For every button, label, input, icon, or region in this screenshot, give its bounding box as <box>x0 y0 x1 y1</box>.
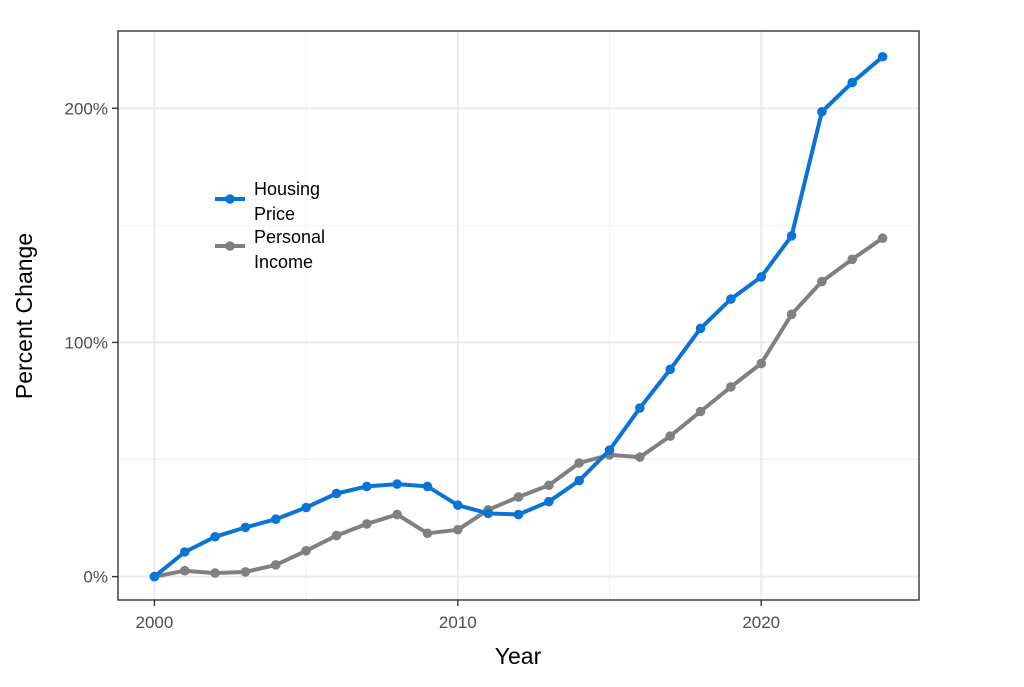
y-tick-label: 0% <box>83 568 108 587</box>
y-tick-label: 200% <box>65 99 108 118</box>
data-point <box>270 560 281 570</box>
data-point <box>817 106 827 117</box>
data-point <box>453 524 463 535</box>
data-point <box>392 509 402 520</box>
data-point <box>422 481 433 492</box>
data-point <box>301 502 311 513</box>
data-point <box>179 547 190 557</box>
legend: Housing Price Personal Income <box>215 179 325 272</box>
data-point <box>574 458 584 468</box>
data-point <box>635 403 645 413</box>
y-axis-title: Percent Change <box>11 233 37 399</box>
legend-label: Income <box>254 252 313 272</box>
series-layer <box>149 51 888 582</box>
data-point <box>301 546 311 556</box>
data-point <box>483 508 493 519</box>
data-point <box>270 514 281 525</box>
data-point <box>665 364 676 375</box>
data-point <box>726 382 736 392</box>
data-point <box>361 519 372 529</box>
y-tick-label: 100% <box>65 333 108 352</box>
data-point <box>544 480 554 491</box>
x-tick-label: 2000 <box>135 613 173 632</box>
data-point <box>726 294 736 304</box>
legend-label: Housing <box>254 179 320 199</box>
legend-label: Personal <box>254 227 325 247</box>
data-point <box>513 492 524 502</box>
data-point <box>240 522 251 533</box>
data-point <box>331 530 342 541</box>
data-point <box>331 488 342 499</box>
data-point <box>635 452 645 462</box>
legend-key-point <box>225 241 235 251</box>
data-point <box>544 496 554 507</box>
data-point <box>453 500 463 510</box>
data-point <box>665 431 676 441</box>
data-point <box>817 276 827 287</box>
x-tick-label: 2010 <box>439 613 477 632</box>
data-point <box>604 445 615 455</box>
data-point <box>847 254 858 265</box>
legend-label: Price <box>254 204 295 224</box>
axes: 2000 2010 2020 0% 100% 200% <box>65 99 781 632</box>
data-point <box>695 406 706 417</box>
data-point <box>179 565 190 576</box>
data-point <box>392 479 402 489</box>
data-point <box>149 571 160 582</box>
data-point <box>756 358 767 369</box>
data-point <box>513 509 524 520</box>
data-point <box>756 272 767 282</box>
data-point <box>361 481 372 492</box>
data-point <box>786 309 797 320</box>
data-point <box>877 51 888 62</box>
plot-border <box>117 30 920 601</box>
data-point <box>422 528 433 539</box>
data-point <box>695 323 706 334</box>
data-point <box>574 475 584 486</box>
data-point <box>210 568 220 578</box>
data-point <box>786 231 797 241</box>
legend-key-point <box>225 194 235 204</box>
data-point <box>847 77 858 88</box>
data-point <box>877 233 888 244</box>
x-axis-title: Year <box>495 643 542 669</box>
x-tick-label: 2020 <box>742 613 780 632</box>
data-point <box>240 567 251 577</box>
grid <box>118 31 919 600</box>
data-point <box>210 531 220 542</box>
